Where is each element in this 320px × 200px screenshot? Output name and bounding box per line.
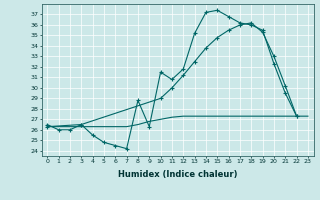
X-axis label: Humidex (Indice chaleur): Humidex (Indice chaleur) — [118, 170, 237, 179]
